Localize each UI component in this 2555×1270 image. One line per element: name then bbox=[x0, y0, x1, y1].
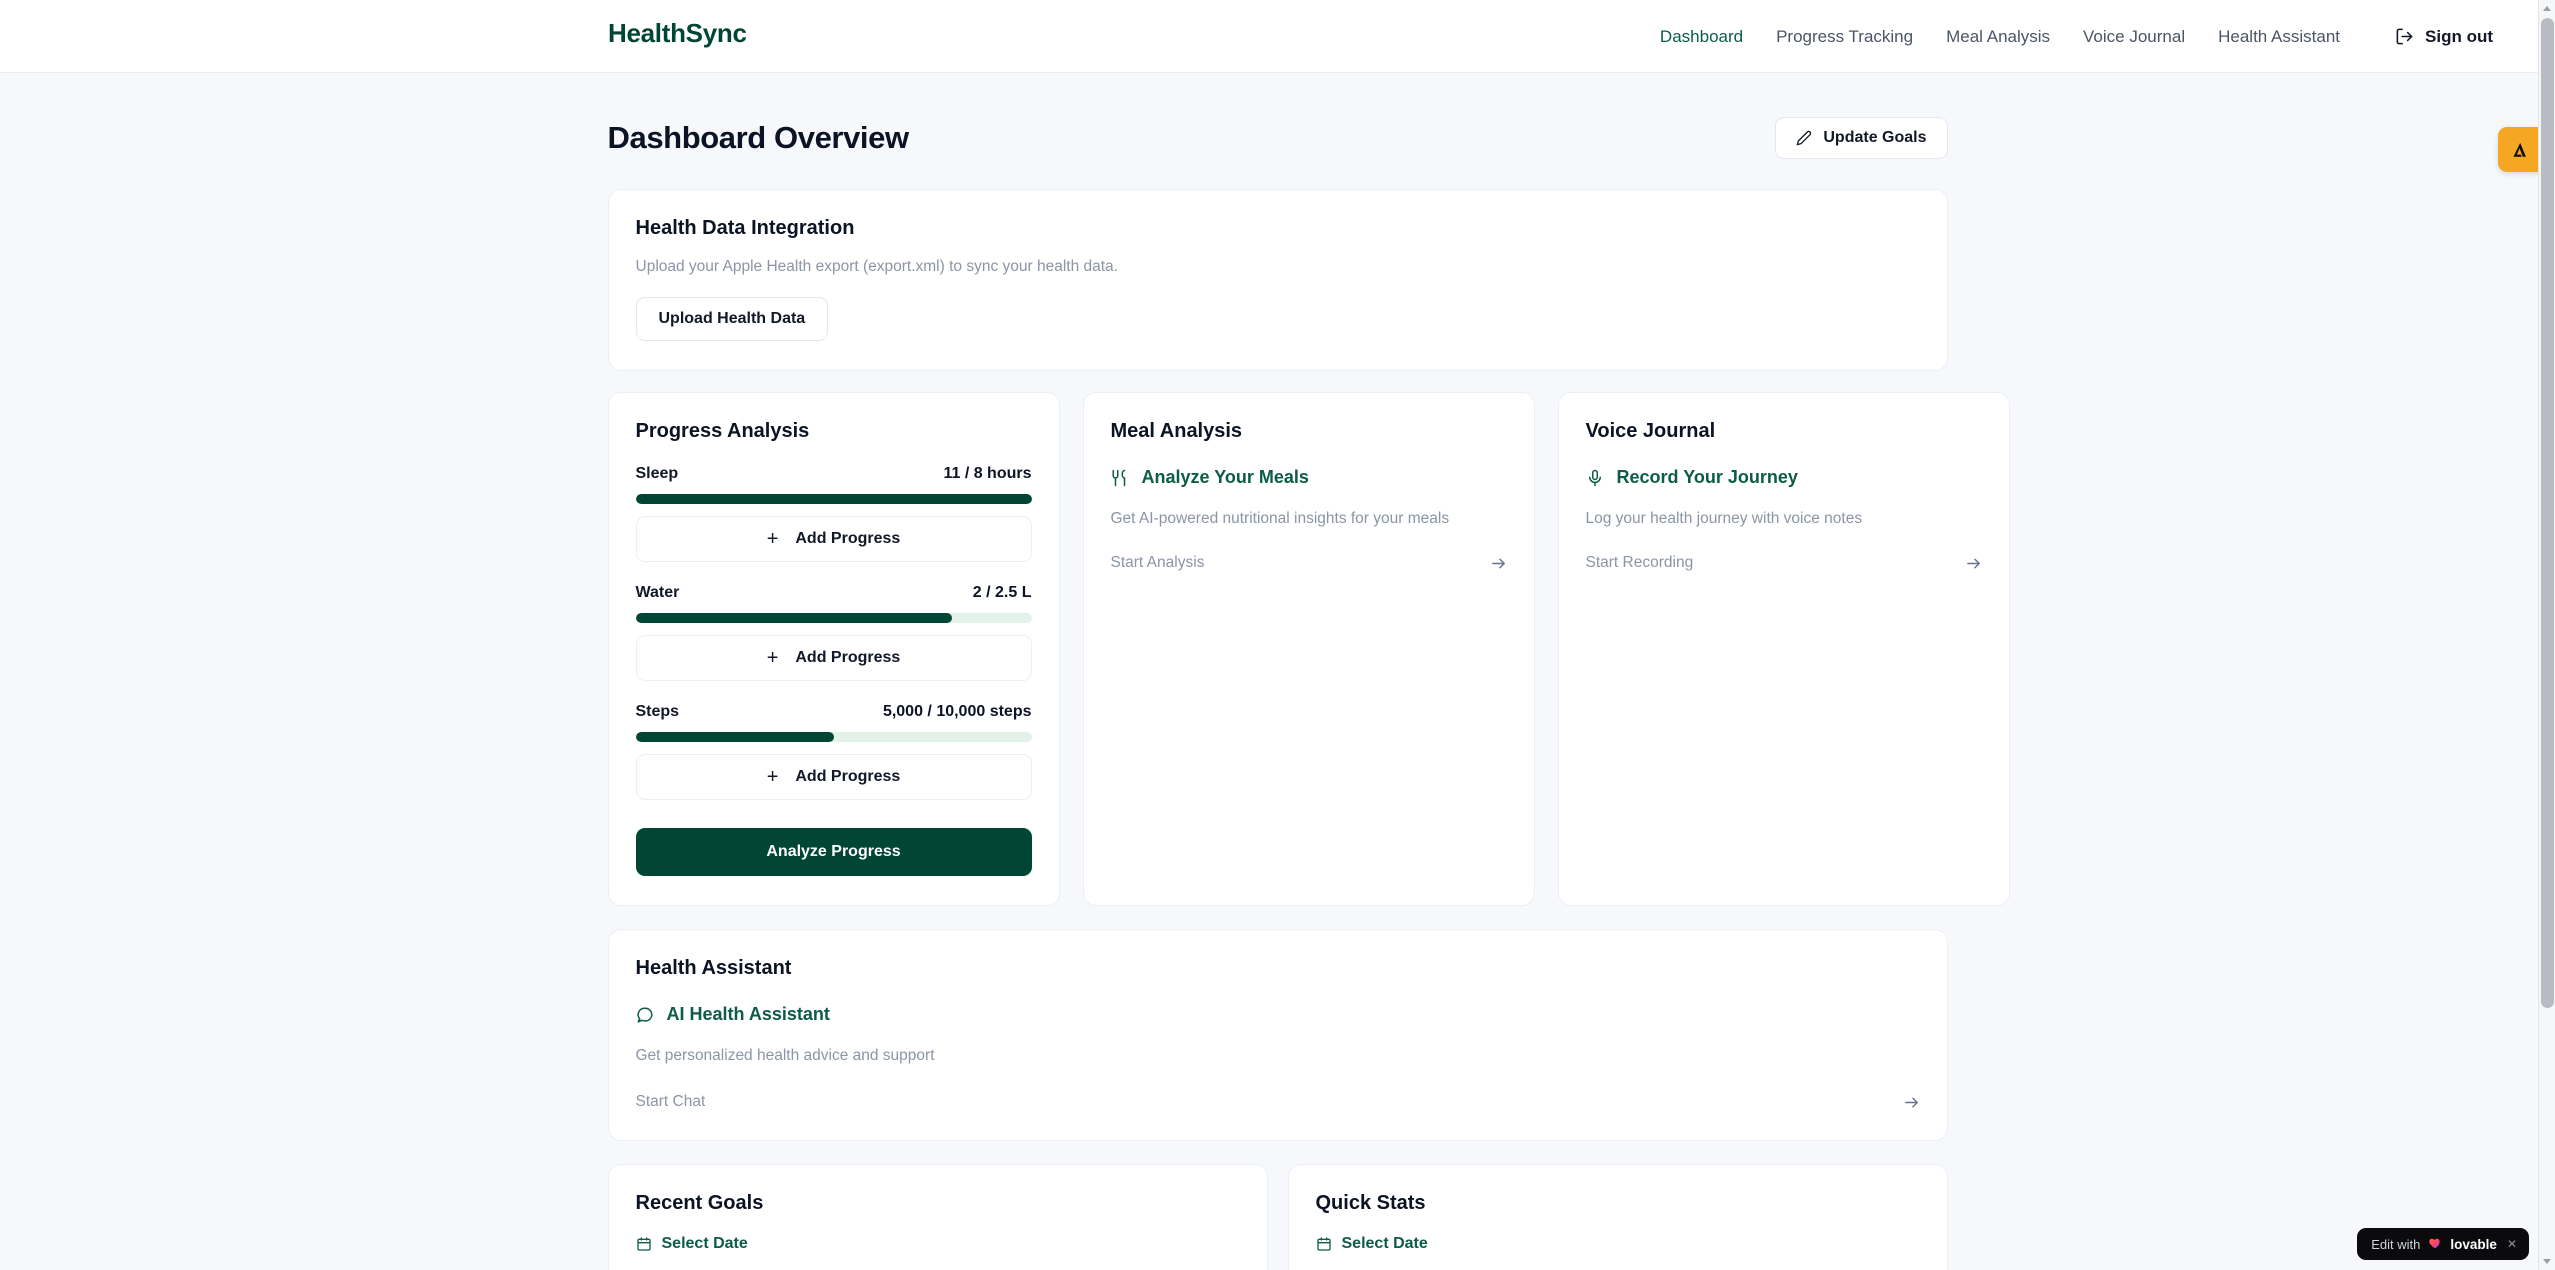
progress-fill-water bbox=[635, 613, 953, 623]
dashboard-page: Dashboard Overview Update Goals Health D… bbox=[0, 73, 2555, 1270]
recent-goals-card: Recent Goals Select Date Today Yesterday bbox=[607, 1164, 1268, 1270]
add-progress-label: Add Progress bbox=[795, 649, 901, 666]
goal-value-water: 2 / 2.5 L bbox=[972, 584, 1032, 601]
goal-row-steps: Steps 5,000 / 10,000 steps + Add Progres… bbox=[635, 703, 1032, 800]
goal-row-water: Water 2 / 2.5 L + Add Progress bbox=[635, 584, 1032, 681]
nav-item-health-assistant[interactable]: Health Assistant bbox=[2218, 26, 2341, 46]
brand-logo[interactable]: HealthSync bbox=[608, 18, 747, 48]
ai-health-assistant-label: AI Health Assistant bbox=[666, 1004, 830, 1024]
add-progress-label: Add Progress bbox=[795, 768, 901, 785]
utensils-icon bbox=[1111, 469, 1129, 487]
add-progress-label: Add Progress bbox=[795, 530, 901, 547]
edit-with-lovable-badge[interactable]: Edit with lovable ✕ bbox=[2357, 1228, 2529, 1260]
scrollbar-thumb[interactable] bbox=[2541, 18, 2554, 1008]
page-title: Dashboard Overview bbox=[607, 120, 910, 155]
goal-row-sleep: Sleep 11 / 8 hours + Add Progress bbox=[635, 465, 1032, 562]
select-date-button-goals[interactable]: Select Date bbox=[636, 1235, 1240, 1253]
analyze-your-meals-label: Analyze Your Meals bbox=[1141, 467, 1309, 487]
add-progress-button-sleep[interactable]: + Add Progress bbox=[635, 516, 1032, 562]
health-data-integration-card: Health Data Integration Upload your Appl… bbox=[607, 189, 1948, 371]
progress-fill-sleep bbox=[635, 494, 1032, 504]
plus-icon: + bbox=[766, 647, 779, 669]
nav-item-voice-journal[interactable]: Voice Journal bbox=[2083, 26, 2186, 46]
goal-value-sleep: 11 / 8 hours bbox=[943, 465, 1032, 482]
vertical-scrollbar[interactable] bbox=[2538, 0, 2555, 1270]
integration-title: Health Data Integration bbox=[635, 217, 855, 239]
calendar-icon bbox=[1316, 1236, 1332, 1252]
analyze-progress-button[interactable]: Analyze Progress bbox=[635, 828, 1032, 876]
ai-health-assistant-link[interactable]: AI Health Assistant bbox=[636, 1004, 1920, 1025]
plus-icon: + bbox=[766, 766, 779, 788]
progress-track-sleep bbox=[635, 494, 1032, 504]
content-container: Dashboard Overview Update Goals Health D… bbox=[607, 73, 2010, 1270]
scroll-up-icon[interactable] bbox=[2543, 6, 2551, 11]
add-progress-button-steps[interactable]: + Add Progress bbox=[635, 754, 1032, 800]
microphone-icon bbox=[1586, 469, 1604, 487]
goal-label-steps: Steps bbox=[635, 703, 680, 720]
close-icon[interactable]: ✕ bbox=[2506, 1237, 2517, 1251]
arrow-right-icon bbox=[1903, 1094, 1920, 1111]
start-recording-cta[interactable]: Start Recording bbox=[1586, 554, 1982, 572]
analyze-your-meals-link[interactable]: Analyze Your Meals bbox=[1111, 467, 1507, 488]
record-your-journey-label: Record Your Journey bbox=[1616, 467, 1798, 487]
heart-icon bbox=[2428, 1236, 2442, 1252]
start-chat-label: Start Chat bbox=[635, 1093, 706, 1110]
health-assistant-title: Health Assistant bbox=[635, 957, 792, 979]
scroll-down-icon[interactable] bbox=[2543, 1259, 2551, 1264]
voice-journal-description: Log your health journey with voice notes bbox=[1585, 510, 1863, 527]
select-date-label: Select Date bbox=[1341, 1235, 1428, 1252]
progress-analysis-card: Progress Analysis Sleep 11 / 8 hours + A… bbox=[607, 392, 1060, 906]
quick-stats-title: Quick Stats bbox=[1315, 1192, 1426, 1214]
select-date-label: Select Date bbox=[661, 1235, 748, 1252]
nav-item-dashboard[interactable]: Dashboard bbox=[1659, 26, 1744, 46]
arrow-right-icon bbox=[1965, 555, 1982, 572]
chat-bubble-icon bbox=[636, 1006, 654, 1024]
main-nav: Dashboard Progress Tracking Meal Analysi… bbox=[1660, 0, 2493, 73]
feature-cards-row: Progress Analysis Sleep 11 / 8 hours + A… bbox=[607, 392, 2010, 906]
nav-item-meal-analysis[interactable]: Meal Analysis bbox=[1946, 26, 2051, 46]
voice-journal-card: Voice Journal Record Your Journey Log yo… bbox=[1557, 392, 2010, 906]
sign-out-label: Sign out bbox=[2425, 26, 2493, 46]
bottom-cards-row: Recent Goals Select Date Today Yesterday bbox=[607, 1164, 1948, 1270]
anthropic-logo-icon[interactable] bbox=[2498, 127, 2542, 172]
logout-icon bbox=[2395, 27, 2414, 46]
nav-item-progress-tracking[interactable]: Progress Tracking bbox=[1776, 26, 1914, 46]
record-your-journey-link[interactable]: Record Your Journey bbox=[1586, 467, 1982, 488]
progress-track-steps bbox=[635, 732, 1032, 742]
meal-analysis-title: Meal Analysis bbox=[1110, 420, 1243, 442]
quick-stats-card: Quick Stats Select Date Today Yesterday bbox=[1287, 1164, 1948, 1270]
lovable-brand-label: lovable bbox=[2450, 1236, 2497, 1252]
goal-value-steps: 5,000 / 10,000 steps bbox=[882, 703, 1032, 720]
progress-fill-steps bbox=[635, 732, 834, 742]
update-goals-label: Update Goals bbox=[1823, 129, 1927, 146]
meal-analysis-card: Meal Analysis Analyze Your Meals Get AI-… bbox=[1082, 392, 1535, 906]
goal-label-sleep: Sleep bbox=[635, 465, 679, 482]
recent-goals-title: Recent Goals bbox=[635, 1192, 764, 1214]
select-date-button-stats[interactable]: Select Date bbox=[1316, 1235, 1920, 1253]
arrow-right-icon bbox=[1490, 555, 1507, 572]
top-navigation-bar: HealthSync Dashboard Progress Tracking M… bbox=[0, 0, 2555, 73]
page-header: Dashboard Overview Update Goals bbox=[608, 73, 1948, 189]
calendar-icon bbox=[636, 1236, 652, 1252]
meal-analysis-description: Get AI-powered nutritional insights for … bbox=[1110, 510, 1450, 527]
start-chat-cta[interactable]: Start Chat bbox=[636, 1093, 1920, 1111]
start-analysis-cta[interactable]: Start Analysis bbox=[1111, 554, 1507, 572]
health-assistant-description: Get personalized health advice and suppo… bbox=[635, 1047, 935, 1064]
plus-icon: + bbox=[766, 528, 779, 550]
start-recording-label: Start Recording bbox=[1585, 554, 1694, 571]
sign-out-button[interactable]: Sign out bbox=[2395, 27, 2493, 47]
goal-label-water: Water bbox=[635, 584, 680, 601]
upload-health-data-button[interactable]: Upload Health Data bbox=[635, 297, 829, 341]
add-progress-button-water[interactable]: + Add Progress bbox=[635, 635, 1032, 681]
progress-analysis-title: Progress Analysis bbox=[635, 420, 810, 442]
voice-journal-title: Voice Journal bbox=[1585, 420, 1716, 442]
update-goals-button[interactable]: Update Goals bbox=[1775, 117, 1948, 159]
health-assistant-card: Health Assistant AI Health Assistant Get… bbox=[607, 929, 1948, 1141]
pencil-icon bbox=[1796, 130, 1812, 146]
start-analysis-label: Start Analysis bbox=[1110, 554, 1205, 571]
lovable-prefix-label: Edit with bbox=[2371, 1236, 2421, 1252]
integration-description: Upload your Apple Health export (export.… bbox=[635, 258, 1118, 275]
progress-track-water bbox=[635, 613, 1032, 623]
